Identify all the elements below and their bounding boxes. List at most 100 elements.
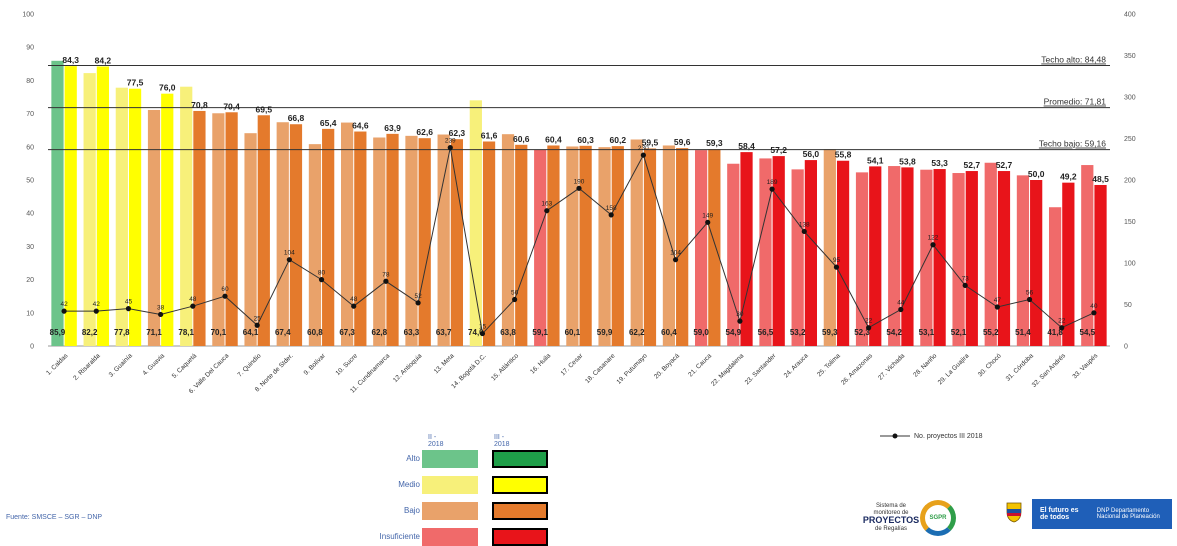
projects-point [351,303,357,309]
category-label: 21. Cauca [687,352,713,378]
data-label-curr: 61,6 [481,130,498,140]
category-label: 22. Magdalena [710,352,746,388]
category-label: 20. Boyacá [653,352,681,380]
projects-label: 30 [736,311,744,318]
y2-tick-label: 200 [1124,178,1136,185]
data-label-curr: 65,4 [320,118,337,128]
projects-label: 56 [1026,290,1034,297]
projects-label: 45 [125,299,133,306]
data-label-prev: 67,3 [339,328,355,337]
projects-label: 22 [1058,318,1066,325]
bar-prev [952,173,965,346]
sgpr-logo-text: Sistema de monitoreo de PROYECTOS de Reg… [862,503,920,533]
data-label-prev: 71,1 [146,328,162,337]
bar-prev [308,144,322,346]
bar-curr [257,115,270,346]
category-label: 26. Amazonas [840,352,875,387]
data-label-prev: 74,0 [468,328,484,337]
bar-prev [1081,165,1094,346]
category-label: 7. Quindío [236,352,262,378]
projects-point [866,325,872,331]
legend-box-prev-medio [422,476,478,494]
data-label-prev: 60,1 [565,328,581,337]
projects-point [962,282,968,289]
legend-col-prev: II - 2018 [428,434,444,448]
data-label-prev: 52,1 [951,328,967,337]
y-tick-label: 20 [26,277,34,284]
bar-curr [708,149,721,346]
data-label-curr: 60,6 [513,134,530,144]
data-label-curr: 59,5 [642,137,659,147]
projects-point [898,306,904,313]
bar-prev [694,150,708,346]
projects-label: 95 [833,257,841,264]
bar-curr [933,169,946,346]
y2-tick-label: 0 [1124,344,1128,351]
bar-curr [193,110,206,346]
projects-point [769,186,775,192]
projects-point [576,185,582,191]
data-label-prev: 63,7 [436,328,452,337]
data-label-curr: 58,4 [738,141,755,151]
coat-of-arms-icon [1006,502,1022,523]
projects-label: 158 [606,205,617,212]
bar-prev [1048,207,1062,346]
data-label-curr: 62,6 [416,127,433,137]
projects-label: 138 [799,221,810,228]
projects-point [1059,325,1065,331]
y-tick-label: 10 [26,310,34,317]
category-label: 18. Casanare [584,352,617,385]
category-label: 1. Caldas [45,352,70,377]
legend-box-curr-insuficiente [492,528,548,546]
line-legend-label: No. proyectos III 2018 [914,432,983,440]
category-label: 25. Tolima [816,352,842,378]
y2-tick-label: 300 [1124,95,1136,102]
bar-curr [322,128,335,346]
projects-label: 230 [638,145,649,152]
bar-prev [662,145,676,346]
projects-label: 48 [189,296,197,303]
bar-curr [997,171,1011,346]
bar-curr [836,160,850,346]
category-label: 13. Meta [433,352,456,375]
legend-col-curr: III - 2018 [494,434,510,448]
bar-prev [180,86,193,346]
sgpr-logo-line2: de Regalías [874,526,908,533]
bar-curr [1094,184,1107,346]
data-label-curr: 53,8 [899,156,916,166]
projects-point [158,311,164,318]
category-label: 4. Guavia [141,352,166,377]
projects-point [672,257,679,263]
data-label-prev: 62,8 [372,328,388,337]
category-label: 24. Arauca [783,352,810,379]
data-label-curr: 52,7 [964,160,981,170]
bar-prev [630,139,643,346]
legend-box-curr-alto [492,450,548,468]
government-banner: El futuro es de todos DNP Departamento N… [1032,499,1172,529]
bar-prev [984,162,997,346]
projects-label: 22 [865,318,873,325]
bar-curr [418,138,431,346]
projects-point [801,228,807,235]
projects-label: 48 [350,296,358,303]
data-label-curr: 76,0 [159,83,176,93]
projects-point [705,219,711,225]
data-label-prev: 53,1 [919,328,935,337]
y2-tick-label: 150 [1124,219,1136,226]
projects-point [286,257,292,263]
projects-label: 78 [382,271,390,278]
projects-point [61,308,67,314]
category-label: 32. San Andrés [1031,352,1068,389]
legend-row-alto: Alto [406,454,420,463]
data-label-prev: 55,2 [983,328,999,337]
sgpr-ring-icon: SGPR [920,500,956,536]
category-label: 30. Chocó [977,352,1003,378]
projects-label: 104 [670,250,681,257]
y-tick-label: 40 [26,211,34,218]
data-label-prev: 63,3 [404,328,420,337]
data-label-curr: 60,3 [577,135,594,145]
bar-prev [147,109,161,346]
sgpr-logo: Sistema de monitoreo de PROYECTOS de Reg… [862,500,972,536]
category-label: 28. Nariño [912,352,938,378]
projects-point [608,212,614,218]
